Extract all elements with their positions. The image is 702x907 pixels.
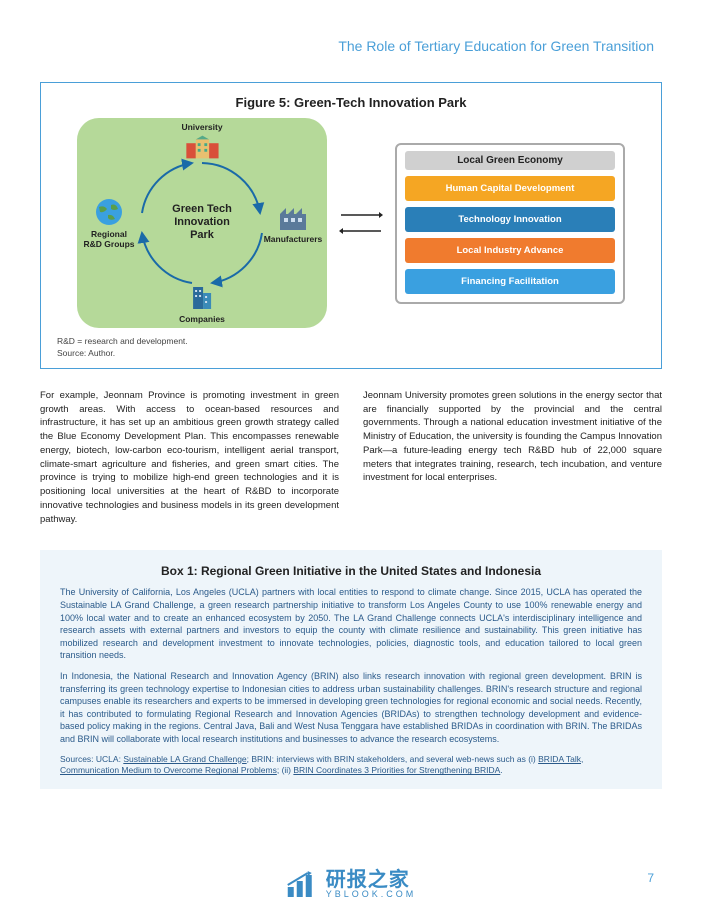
bidirectional-arrows-icon — [339, 210, 383, 236]
node-label: Companies — [179, 314, 225, 324]
box-paragraph: In Indonesia, the National Research and … — [60, 670, 642, 746]
panel-item: Local Industry Advance — [405, 238, 615, 263]
sources-text: Sources: UCLA: — [60, 754, 123, 764]
panel-item: Human Capital Development — [405, 176, 615, 201]
footnote-line: Source: Author. — [57, 348, 645, 360]
watermark-sub: YBLOOK.COM — [326, 890, 417, 899]
globe-icon — [91, 197, 127, 227]
panel-item: Technology Innovation — [405, 207, 615, 232]
factory-icon — [275, 202, 311, 232]
building-icon — [184, 282, 220, 312]
watermark-main: 研报之家 — [326, 870, 417, 890]
node-university: University — [181, 122, 222, 164]
node-label: University — [181, 122, 222, 132]
figure-content: University — [57, 118, 645, 328]
box-title: Box 1: Regional Green Initiative in the … — [60, 564, 642, 578]
local-green-economy-panel: Local Green Economy Human Capital Develo… — [395, 143, 625, 304]
node-label: Regional R&D Groups — [79, 229, 139, 249]
watermark-bars-icon — [286, 871, 320, 899]
source-link[interactable]: Sustainable LA Grand Challenge — [123, 754, 246, 764]
page-header: The Role of Tertiary Education for Green… — [0, 0, 702, 54]
source-link[interactable]: BRIN Coordinates 3 Priorities for Streng… — [293, 765, 500, 775]
figure-footnote: R&D = research and development. Source: … — [57, 336, 645, 360]
node-rd-groups: Regional R&D Groups — [79, 197, 139, 249]
node-label: Manufacturers — [261, 234, 325, 244]
panel-item: Financing Facilitation — [405, 269, 615, 294]
body-column-right: Jeonnam University promotes green soluti… — [363, 389, 662, 527]
figure-5-box: Figure 5: Green-Tech Innovation Park Uni… — [40, 82, 662, 369]
university-icon — [184, 132, 220, 162]
center-label: Green Tech Innovation Park — [172, 203, 232, 243]
body-column-left: For example, Jeonnam Province is promoti… — [40, 389, 339, 527]
panel-title: Local Green Economy — [405, 151, 615, 170]
innovation-park-diagram: University — [77, 118, 327, 328]
footnote-line: R&D = research and development. — [57, 336, 645, 348]
figure-title: Figure 5: Green-Tech Innovation Park — [57, 95, 645, 110]
sources-text: ; (ii) — [277, 765, 294, 775]
box-sources: Sources: UCLA: Sustainable LA Grand Chal… — [60, 754, 642, 778]
node-companies: Companies — [179, 282, 225, 324]
body-text-columns: For example, Jeonnam Province is promoti… — [40, 389, 662, 527]
sources-text: . — [500, 765, 502, 775]
page-number: 7 — [647, 871, 654, 885]
box-paragraph: The University of California, Los Angele… — [60, 586, 642, 662]
box-1: Box 1: Regional Green Initiative in the … — [40, 550, 662, 789]
node-manufacturers: Manufacturers — [261, 202, 325, 244]
header-title: The Role of Tertiary Education for Green… — [338, 38, 654, 54]
watermark: 研报之家 YBLOOK.COM — [286, 870, 417, 899]
sources-text: ; BRIN: interviews with BRIN stakeholder… — [247, 754, 538, 764]
